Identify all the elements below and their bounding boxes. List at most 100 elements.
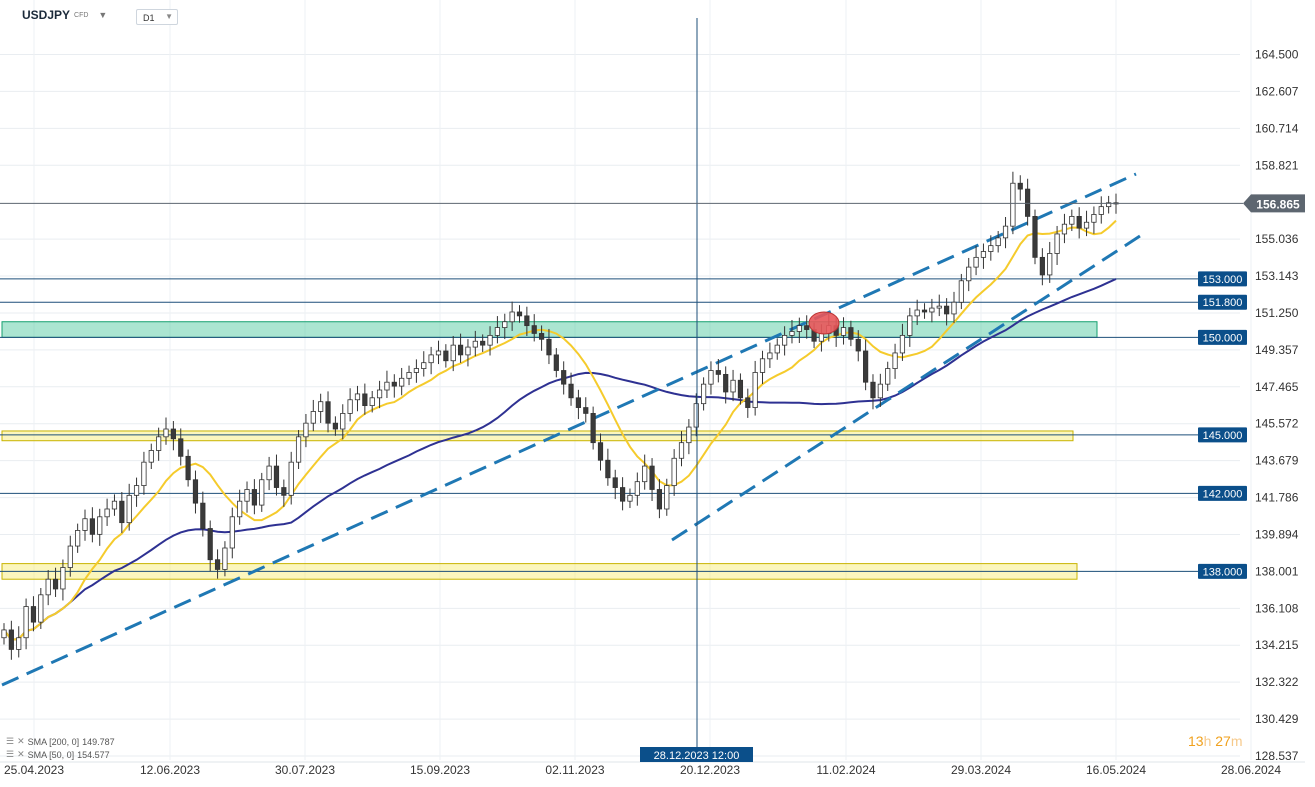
candle-body: [855, 338, 861, 352]
symbol-dropdown-icon[interactable]: ▼: [98, 10, 108, 20]
candle-timer: 13h 27m: [1188, 733, 1243, 749]
level-label: 151.800: [1203, 297, 1243, 309]
y-tick-label: 128.537: [1255, 749, 1299, 763]
candle-body: [892, 352, 898, 369]
candle-body: [362, 393, 368, 407]
candle-body: [627, 494, 633, 502]
candle-body: [671, 457, 677, 486]
crosshair-date-bg: [640, 747, 753, 762]
candle-body: [457, 344, 464, 356]
legend-sma200-value: 149.787: [82, 736, 115, 747]
level-label-bg: [1198, 329, 1247, 345]
candle-body: [575, 397, 582, 408]
candle-body: [524, 315, 530, 327]
close-icon[interactable]: ✕: [17, 736, 25, 746]
yellow-zone-145: [1, 430, 1074, 442]
candle-body: [914, 309, 920, 317]
candle-body: [973, 256, 979, 268]
candle-body: [30, 606, 37, 623]
candle-body: [612, 477, 618, 488]
candle-body: [958, 280, 964, 303]
candle-body: [480, 340, 486, 346]
level-label: 153.000: [1203, 274, 1243, 286]
trendline-upper: [1, 172, 1137, 687]
candle-body: [126, 494, 132, 524]
timeframe-select[interactable]: D1 ▼: [136, 9, 178, 25]
candle-body: [885, 368, 891, 385]
candle-body: [200, 502, 206, 529]
level-label-bg: [1198, 271, 1247, 287]
legend-sma200-label: SMA [200, 0]: [27, 736, 80, 747]
highlight-marker: [808, 311, 840, 335]
candle-body: [318, 401, 324, 412]
candle-body: [450, 344, 456, 362]
candle-body: [97, 516, 103, 535]
candle-body: [553, 354, 559, 371]
candle-body: [899, 334, 906, 354]
candle-body: [435, 350, 442, 356]
candle-body: [266, 465, 272, 481]
level-label-bg: [1198, 427, 1247, 443]
candle-body: [693, 403, 699, 428]
candle-body: [951, 301, 957, 315]
candle-body: [561, 370, 567, 385]
candle-body: [678, 442, 685, 459]
candle-body: [259, 479, 265, 506]
candle-body: [214, 559, 221, 570]
candle-body: [244, 489, 250, 502]
x-tick-label: 15.09.2023: [410, 763, 470, 777]
candle-body: [1091, 214, 1097, 223]
candle-body: [1076, 216, 1082, 229]
candle-body: [443, 350, 449, 362]
candle-body: [104, 508, 110, 518]
y-tick-label: 141.786: [1255, 491, 1299, 505]
symbol-type: CFD: [74, 11, 89, 19]
timer-hours: 13: [1188, 733, 1204, 749]
candle-body: [421, 362, 427, 369]
candle-body: [487, 334, 493, 346]
candle-body: [1, 629, 7, 639]
candle-body: [759, 358, 766, 373]
candle-body: [332, 422, 338, 430]
list-icon[interactable]: ☰: [6, 749, 15, 759]
candle-body: [163, 428, 169, 438]
candle-body: [1017, 182, 1023, 190]
x-tick-label: 12.06.2023: [140, 763, 200, 777]
candle-body: [45, 578, 51, 596]
candle-body: [133, 485, 140, 496]
candle-body: [936, 305, 942, 309]
candle-body: [642, 465, 648, 483]
y-axis[interactable]: 164.500 162.607 160.714 158.821 155.036 153.1…: [1255, 48, 1299, 764]
symbol-title[interactable]: USDJPY CFD ▼: [22, 8, 107, 22]
x-tick-label: 20.12.2023: [680, 763, 740, 777]
x-tick-label: 30.07.2023: [275, 763, 335, 777]
level-label-bg: [1198, 485, 1247, 501]
candle-body: [178, 438, 184, 457]
candle-body: [701, 383, 707, 405]
candle-body: [818, 333, 825, 342]
y-tick-label: 130.429: [1255, 712, 1299, 726]
candle-body: [789, 331, 795, 336]
x-tick-label: 28.06.2024: [1221, 763, 1281, 777]
candle-body: [929, 307, 935, 313]
sma200-line: [3, 278, 1117, 641]
candle-body: [649, 465, 655, 490]
list-icon[interactable]: ☰: [6, 736, 15, 746]
candle-body: [8, 629, 14, 650]
candle-body: [391, 381, 397, 387]
legend-sma200[interactable]: ☰ ✕ SMA [200, 0] 149.787: [6, 736, 115, 747]
legend-sma50[interactable]: ☰ ✕ SMA [50, 0] 154.577: [6, 749, 110, 760]
candle-body: [428, 354, 434, 364]
x-tick-label: 29.03.2024: [951, 763, 1011, 777]
x-axis[interactable]: 25.04.2023 12.06.2023 30.07.2023 15.09.2023…: [4, 763, 1281, 777]
candle-body: [141, 461, 147, 486]
y-tick-label: 139.894: [1255, 527, 1299, 541]
candle-body: [237, 500, 243, 518]
chevron-down-icon: ▼: [165, 12, 173, 21]
candle-body: [1010, 182, 1016, 227]
candle-body: [568, 383, 574, 399]
current-price-label: 156.865: [1256, 197, 1300, 211]
level-label: 142.000: [1203, 488, 1243, 500]
close-icon[interactable]: ✕: [17, 749, 25, 759]
